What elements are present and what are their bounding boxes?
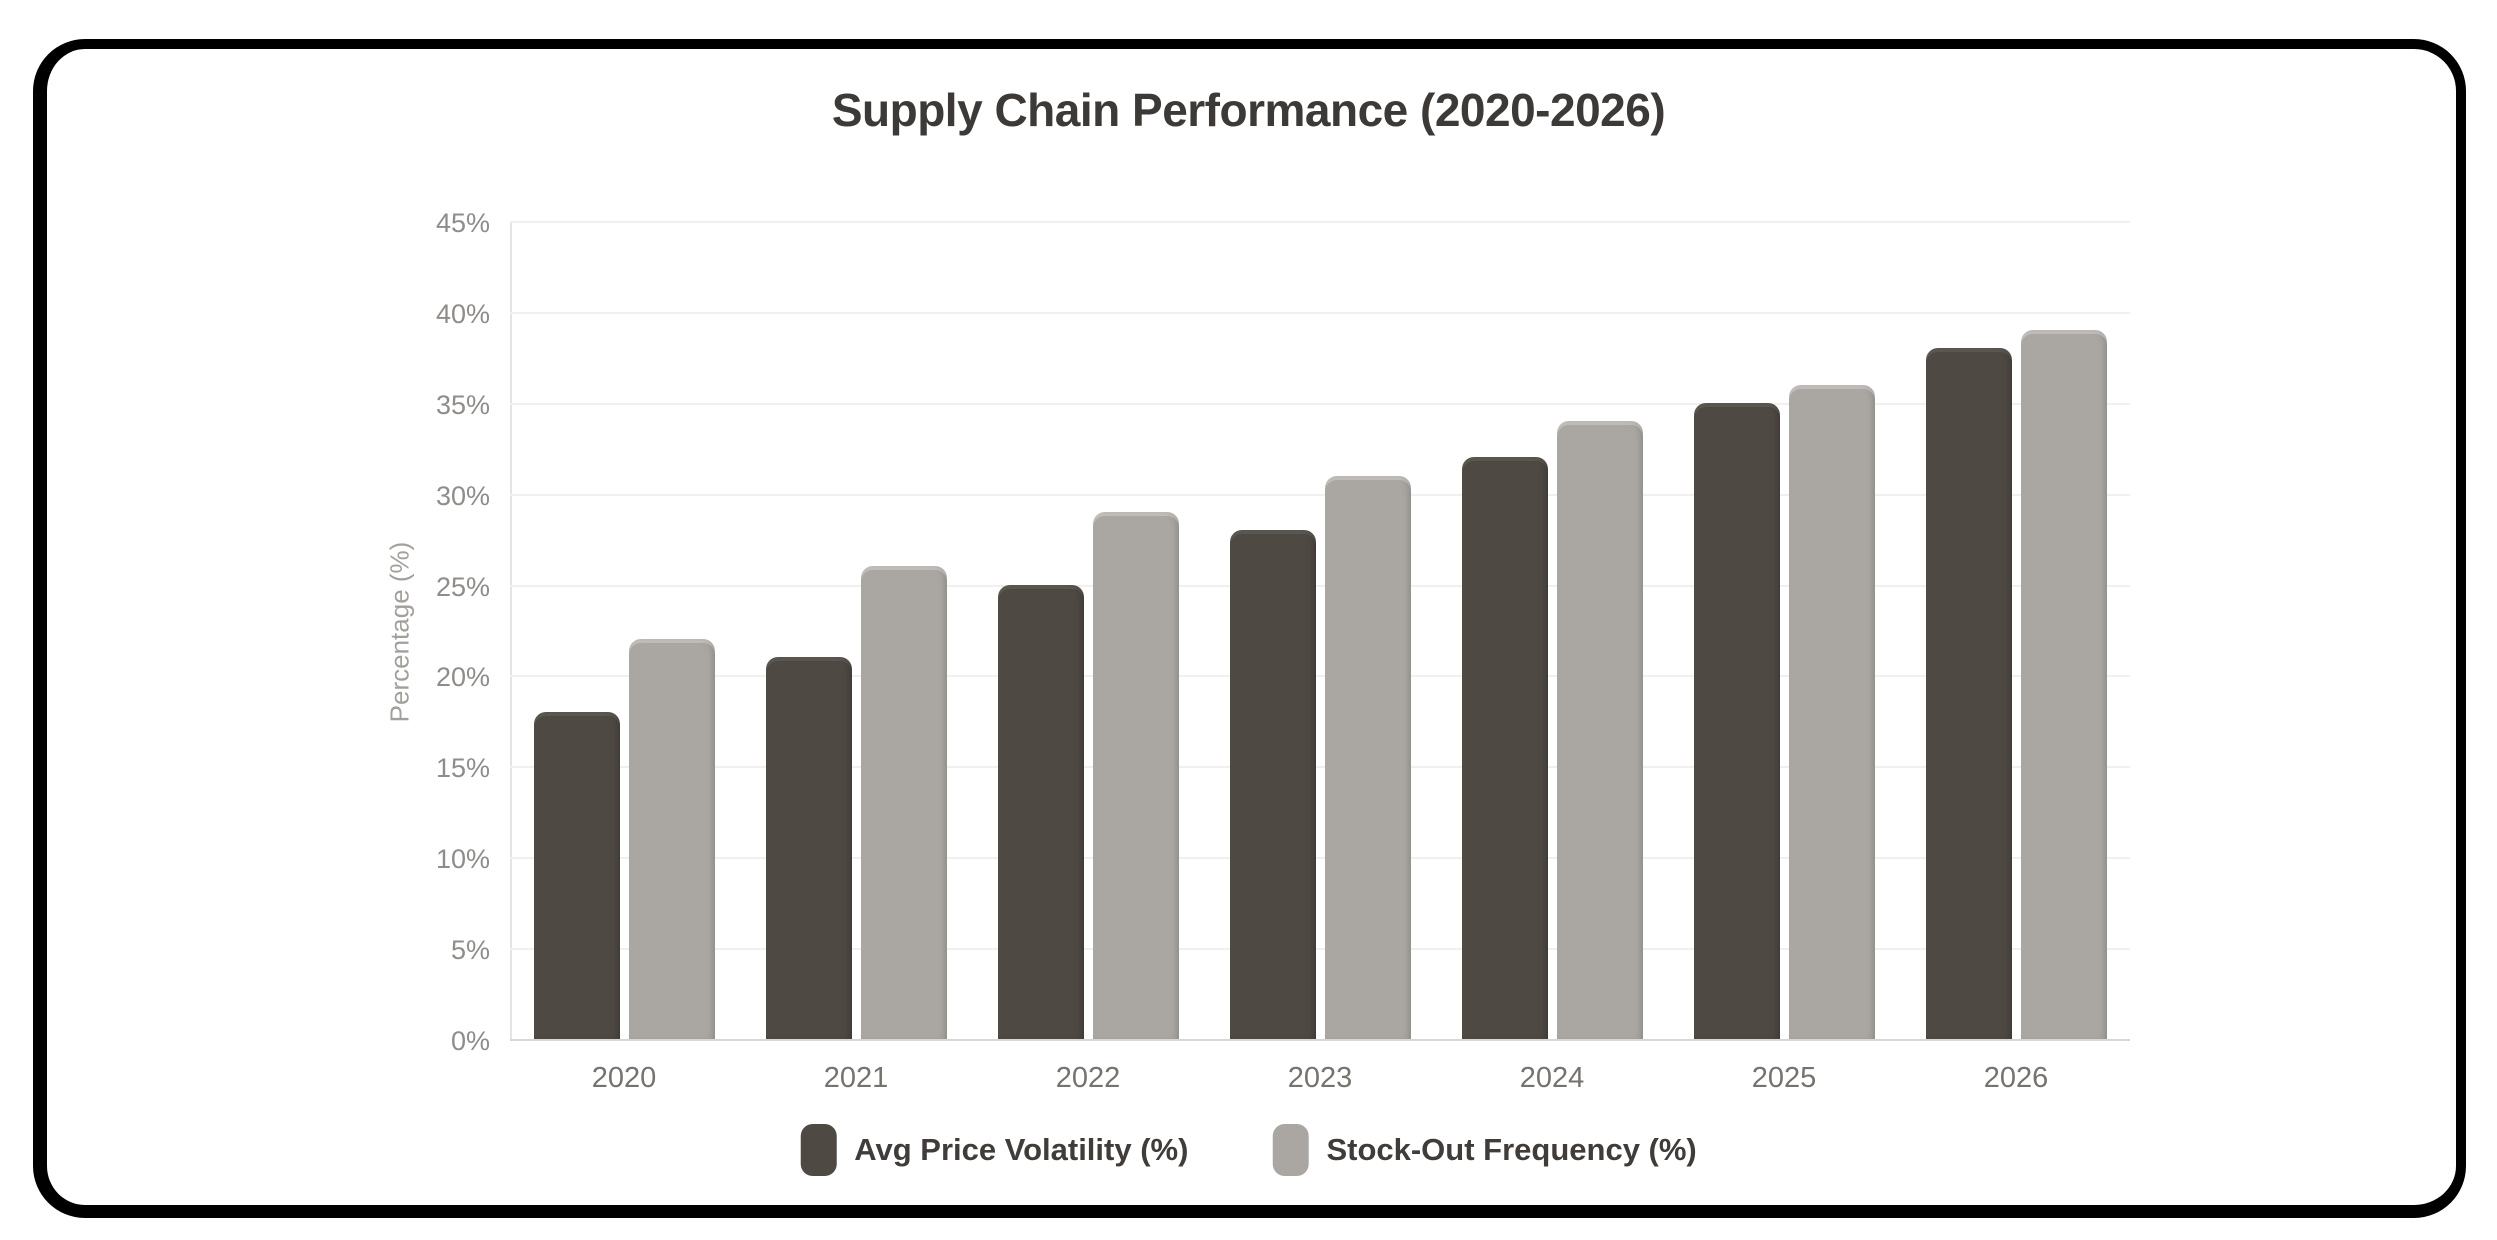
- bar-stock-out-frequency-2021[interactable]: [860, 566, 947, 1039]
- legend-label-stock-out-frequency: Stock-Out Frequency (%): [1326, 1132, 1697, 1167]
- gridline-15%: [510, 766, 2130, 769]
- x-tick-label-2023: 2023: [1287, 1062, 1353, 1094]
- legend-item-avg-price-volatility[interactable]: Avg Price Volatility (%): [800, 1124, 1188, 1176]
- legend-swatch-avg-price-volatility: [800, 1124, 837, 1176]
- bar-avg-price-volatility-2020[interactable]: [533, 711, 620, 1039]
- gridline-40%: [510, 311, 2130, 314]
- legend-label-avg-price-volatility: Avg Price Volatility (%): [854, 1132, 1189, 1167]
- bar-stock-out-frequency-2020[interactable]: [628, 639, 715, 1039]
- bar-group-2026: [1911, 330, 2121, 1039]
- x-tick-label-2025: 2025: [1751, 1062, 1817, 1094]
- y-tick-label-35%: 35%: [435, 389, 490, 420]
- bar-stock-out-frequency-2023[interactable]: [1324, 475, 1411, 1039]
- bar-group-2023: [1215, 475, 1425, 1039]
- y-tick-label-15%: 15%: [435, 753, 490, 784]
- x-tick-label-2022: 2022: [1055, 1062, 1121, 1094]
- chart-title: Supply Chain Performance (2020-2026): [831, 84, 1666, 136]
- gridline-35%: [510, 402, 2130, 405]
- y-tick-label-25%: 25%: [435, 571, 490, 602]
- gridline-20%: [510, 675, 2130, 678]
- x-tick-label-2024: 2024: [1519, 1062, 1585, 1094]
- bar-group-2021: [751, 566, 961, 1039]
- y-tick-label-45%: 45%: [435, 208, 490, 238]
- x-tick-label-2021: 2021: [823, 1062, 889, 1094]
- gridline-10%: [510, 857, 2130, 860]
- gridline-45%: [510, 221, 2130, 223]
- bar-stock-out-frequency-2024[interactable]: [1556, 420, 1643, 1039]
- bar-avg-price-volatility-2024[interactable]: [1461, 457, 1548, 1039]
- y-tick-label-40%: 40%: [435, 298, 490, 329]
- bar-avg-price-volatility-2021[interactable]: [765, 657, 852, 1039]
- plot-area: [510, 221, 2130, 1041]
- y-axis-title-text: Percentage (%): [384, 541, 415, 723]
- x-tick-label-2020: 2020: [591, 1062, 657, 1094]
- bar-stock-out-frequency-2025[interactable]: [1788, 384, 1875, 1039]
- legend-item-stock-out-frequency[interactable]: Stock-Out Frequency (%): [1272, 1124, 1697, 1176]
- x-tick-label-2026: 2026: [1983, 1062, 2049, 1094]
- y-tick-label-20%: 20%: [435, 662, 490, 693]
- chart-legend: Avg Price Volatility (%) Stock-Out Frequ…: [800, 1124, 1697, 1176]
- bar-group-2022: [983, 511, 1193, 1039]
- legend-swatch-stock-out-frequency: [1272, 1124, 1309, 1176]
- gridline-25%: [510, 584, 2130, 587]
- bar-stock-out-frequency-2022[interactable]: [1092, 511, 1179, 1039]
- x-axis-line: [510, 1039, 2130, 1041]
- bar-avg-price-volatility-2025[interactable]: [1693, 402, 1780, 1039]
- bar-avg-price-volatility-2023[interactable]: [1229, 530, 1316, 1039]
- bar-group-2024: [1447, 420, 1657, 1039]
- bar-stock-out-frequency-2026[interactable]: [2020, 330, 2107, 1039]
- bar-group-2020: [519, 639, 729, 1039]
- bar-group-2025: [1679, 384, 1889, 1039]
- y-tick-label-10%: 10%: [435, 844, 490, 875]
- bar-avg-price-volatility-2026[interactable]: [1925, 348, 2012, 1039]
- y-tick-label-5%: 5%: [450, 935, 490, 966]
- gridline-5%: [510, 948, 2130, 951]
- y-axis-line: [510, 223, 512, 1041]
- y-tick-label-0%: 0%: [450, 1026, 490, 1056]
- y-tick-label-30%: 30%: [435, 480, 490, 511]
- gridline-30%: [510, 493, 2130, 496]
- bar-avg-price-volatility-2022[interactable]: [997, 584, 1084, 1039]
